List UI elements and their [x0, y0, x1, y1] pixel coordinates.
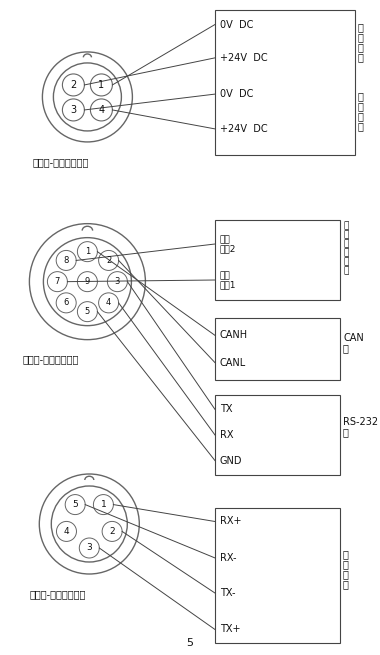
Text: 7: 7 — [55, 277, 60, 286]
Bar — [215, 395, 340, 475]
Text: 1: 1 — [85, 247, 90, 256]
Text: GND: GND — [220, 456, 242, 466]
Text: 3: 3 — [86, 544, 92, 553]
Text: 加
热
供
电: 加 热 供 电 — [358, 22, 364, 62]
Text: 1: 1 — [98, 80, 104, 90]
Text: CANL: CANL — [220, 358, 246, 367]
Text: 2: 2 — [106, 256, 111, 265]
Bar — [215, 220, 340, 300]
Text: 4: 4 — [98, 105, 104, 115]
Text: 工
作
供
电: 工 作 供 电 — [358, 92, 364, 132]
Text: RX+: RX+ — [220, 517, 242, 527]
Text: RX-: RX- — [220, 553, 236, 563]
Text: 触点
输出2: 触点 输出2 — [220, 235, 236, 253]
Text: 网口线-五芯航空插头: 网口线-五芯航空插头 — [29, 589, 86, 599]
Text: 4: 4 — [106, 299, 111, 307]
Bar — [215, 10, 355, 155]
Text: TX-: TX- — [220, 588, 236, 598]
Text: RX: RX — [220, 430, 233, 440]
Text: 2: 2 — [109, 527, 115, 536]
Text: CANH: CANH — [220, 330, 248, 341]
Text: 0V  DC: 0V DC — [220, 89, 253, 99]
Text: +24V  DC: +24V DC — [220, 124, 268, 134]
Text: 0V  DC: 0V DC — [220, 20, 253, 29]
Text: 6: 6 — [63, 299, 69, 307]
Text: 电源线-四芯航空插头: 电源线-四芯航空插头 — [32, 157, 89, 167]
Text: CAN
口: CAN 口 — [343, 333, 364, 353]
Text: TX: TX — [220, 404, 233, 415]
Text: RS-232
口: RS-232 口 — [343, 417, 378, 437]
Text: 1: 1 — [101, 500, 106, 509]
Text: 触点
输出1: 触点 输出1 — [220, 271, 236, 289]
Text: 5: 5 — [85, 307, 90, 316]
Text: 8: 8 — [63, 256, 69, 265]
Text: TX+: TX+ — [220, 624, 241, 635]
Text: 9: 9 — [85, 277, 90, 286]
Bar — [215, 508, 340, 643]
Text: 两
路
触
点
输
出: 两 路 触 点 输 出 — [343, 221, 348, 275]
Text: 2: 2 — [70, 80, 76, 90]
Text: 5: 5 — [187, 638, 193, 648]
Text: 3: 3 — [115, 277, 120, 286]
Bar — [215, 318, 340, 380]
Text: 4: 4 — [64, 527, 69, 536]
Text: 5: 5 — [72, 500, 78, 509]
Text: 3: 3 — [70, 105, 76, 115]
Text: +24V  DC: +24V DC — [220, 53, 268, 63]
Text: 信号线-九芯航空插头: 信号线-九芯航空插头 — [22, 354, 79, 365]
Text: 以
太
网
口: 以 太 网 口 — [343, 549, 349, 589]
